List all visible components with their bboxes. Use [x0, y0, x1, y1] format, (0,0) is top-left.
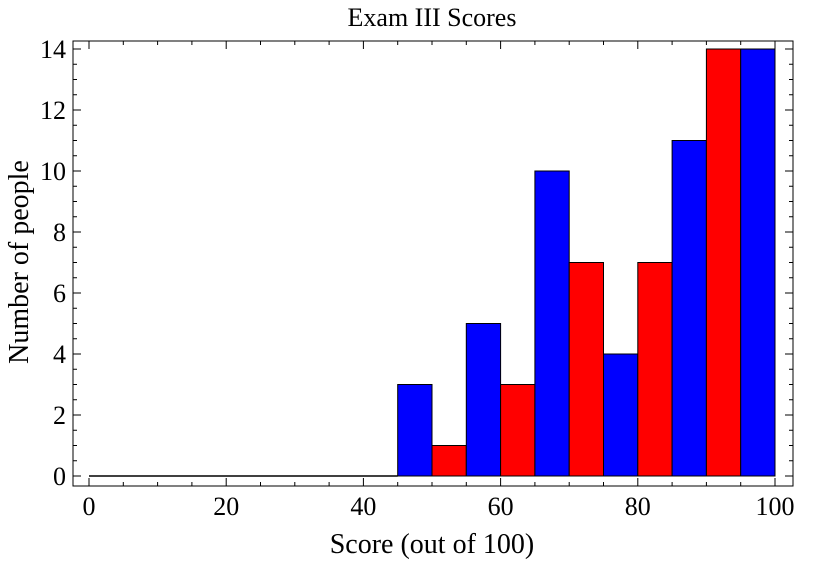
- bar-90-95: [705, 48, 742, 477]
- x-tick-label-80: 80: [625, 492, 651, 521]
- y-tick-label-12: 12: [40, 96, 66, 125]
- bar-60-65: [500, 384, 536, 477]
- y-axis-ticks: 0 2 4 6 8 10 12 14: [40, 35, 793, 491]
- y-tick-label-2: 2: [53, 401, 66, 430]
- y-tick-label-10: 10: [40, 157, 66, 186]
- y-tick-label-8: 8: [53, 218, 66, 247]
- y-tick-label-6: 6: [53, 279, 66, 308]
- y-axis-label: Number of people: [4, 160, 35, 364]
- bar-80-85: [637, 262, 673, 477]
- x-axis-label: Score (out of 100): [330, 529, 535, 560]
- plot-frame: [72, 40, 794, 487]
- x-tick-label-20: 20: [213, 492, 239, 521]
- y-tick-label-0: 0: [53, 462, 66, 491]
- bar-95-100: [740, 48, 776, 477]
- bar-50-55: [431, 445, 467, 477]
- x-tick-label-100: 100: [756, 492, 795, 521]
- bar-65-70: [534, 170, 570, 477]
- y-tick-label-14: 14: [40, 35, 66, 64]
- bar-85-90: [671, 140, 707, 477]
- bar-70-75: [568, 262, 605, 477]
- bar-55-60: [465, 323, 502, 477]
- bar-75-80: [603, 353, 639, 477]
- x-tick-label-40: 40: [350, 492, 376, 521]
- chart-title: Exam III Scores: [348, 3, 517, 32]
- x-tick-label-0: 0: [83, 492, 96, 521]
- bars-group: [397, 48, 776, 477]
- y-tick-label-4: 4: [53, 340, 66, 369]
- bar-45-50: [397, 384, 433, 477]
- x-tick-label-60: 60: [488, 492, 514, 521]
- x-axis-ticks: 0 20 40 60 80 100: [83, 41, 795, 521]
